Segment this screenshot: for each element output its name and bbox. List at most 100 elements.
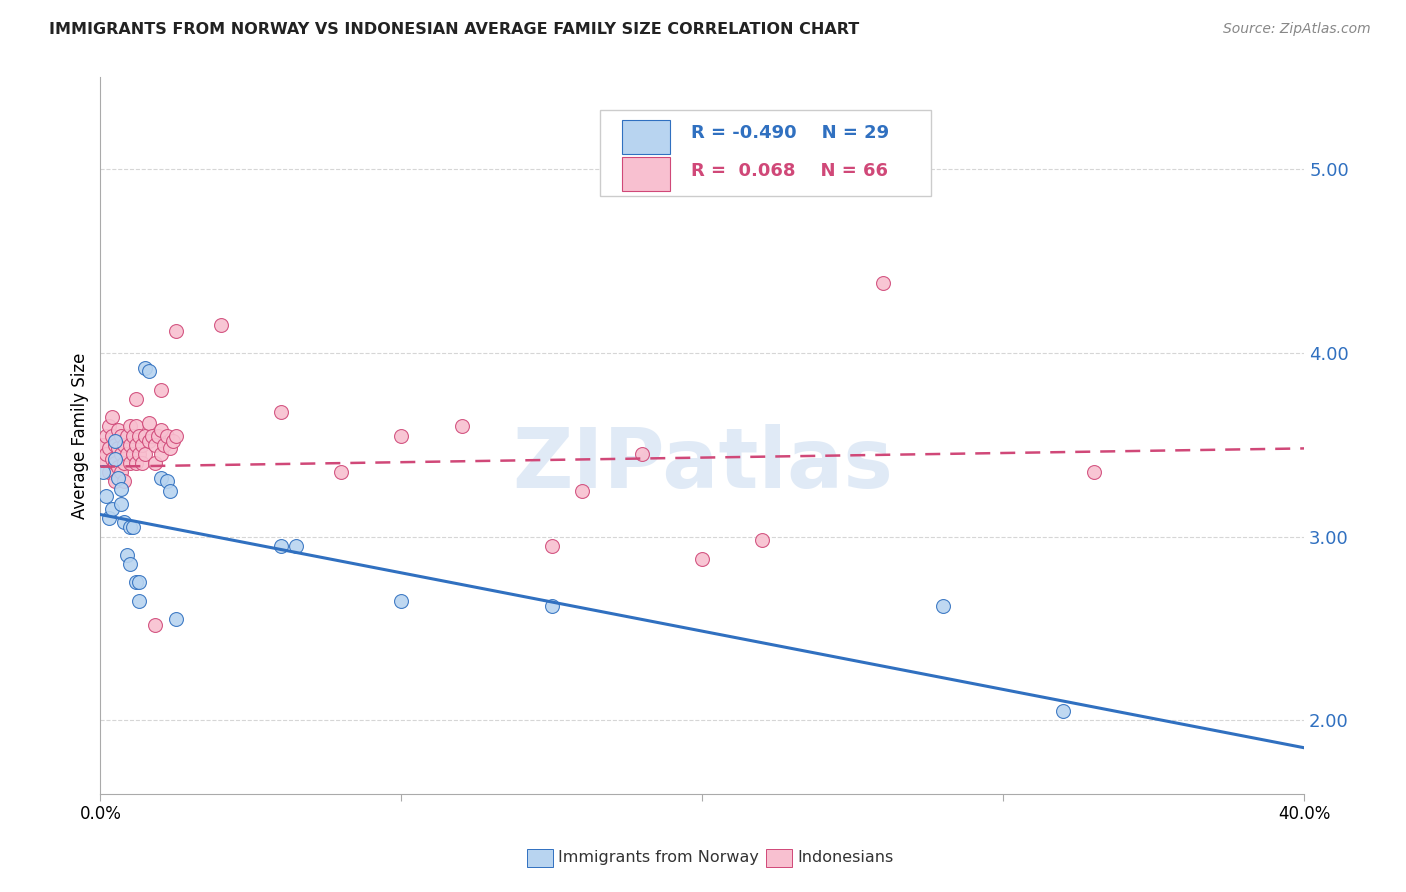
Point [134,428,156,442]
Point [117,548,139,562]
Point [631,447,654,461]
Point [149,447,172,461]
Point [540,539,562,553]
Point [96,447,118,461]
Point [107,423,129,437]
Point [131,438,153,452]
Point [155,475,177,489]
Point [128,594,150,608]
Point [96,428,118,442]
Point [122,447,145,461]
Point [107,459,129,474]
Point [1083,465,1105,479]
Point [872,276,894,290]
Point [389,428,412,442]
Point [540,599,562,614]
Point [104,434,127,448]
Point [285,539,308,553]
FancyBboxPatch shape [600,110,931,195]
Text: R = -0.490    N = 29: R = -0.490 N = 29 [692,124,890,143]
Point [120,557,142,571]
Point [98,419,121,434]
Point [110,496,132,510]
Point [93,452,115,467]
Point [165,324,187,338]
Point [162,434,184,448]
Point [159,442,181,456]
Point [112,456,135,470]
Point [131,456,153,470]
Point [571,483,593,498]
Point [125,392,148,406]
Point [209,318,232,333]
Point [104,456,127,470]
Point [122,428,145,442]
Point [107,471,129,485]
Point [128,447,150,461]
Point [159,483,181,498]
Point [143,617,166,632]
Point [110,447,132,461]
Y-axis label: Average Family Size: Average Family Size [72,352,89,519]
Point [104,452,127,467]
Point [143,438,166,452]
Point [117,447,139,461]
Point [138,364,160,378]
Text: ZIPatlas: ZIPatlas [512,424,893,505]
Point [96,489,118,503]
Point [104,475,127,489]
Point [149,423,172,437]
Point [138,434,160,448]
Point [751,533,773,548]
Point [101,452,124,467]
Point [330,465,353,479]
Point [143,456,166,470]
Point [101,502,124,516]
Point [112,438,135,452]
Point [270,405,292,419]
Point [98,442,121,456]
Point [98,465,121,479]
Point [1052,704,1074,718]
Point [112,475,135,489]
Point [138,416,160,430]
Point [155,428,177,442]
Text: IMMIGRANTS FROM NORWAY VS INDONESIAN AVERAGE FAMILY SIZE CORRELATION CHART: IMMIGRANTS FROM NORWAY VS INDONESIAN AVE… [49,22,859,37]
Text: R =  0.068    N = 66: R = 0.068 N = 66 [692,161,889,179]
Point [149,471,172,485]
Point [110,428,132,442]
Point [165,428,187,442]
Point [141,428,163,442]
Text: Immigrants from Norway: Immigrants from Norway [558,850,759,864]
Point [125,456,148,470]
Point [125,575,148,590]
Point [270,539,292,553]
Point [165,612,187,626]
Point [125,419,148,434]
Point [117,428,139,442]
Text: Indonesians: Indonesians [797,850,893,864]
Point [134,360,156,375]
Point [146,428,169,442]
Point [120,438,142,452]
Point [93,465,115,479]
FancyBboxPatch shape [621,157,669,191]
Point [120,520,142,534]
Point [120,419,142,434]
Point [120,456,142,470]
Point [112,515,135,529]
Point [389,594,412,608]
Point [122,520,145,534]
Point [101,410,124,425]
Point [152,438,174,452]
Point [450,419,472,434]
Text: Source: ZipAtlas.com: Source: ZipAtlas.com [1223,22,1371,37]
Point [128,575,150,590]
Point [128,428,150,442]
Point [98,511,121,525]
Point [107,442,129,456]
Point [149,383,172,397]
Point [104,438,127,452]
Point [134,447,156,461]
Point [110,465,132,479]
